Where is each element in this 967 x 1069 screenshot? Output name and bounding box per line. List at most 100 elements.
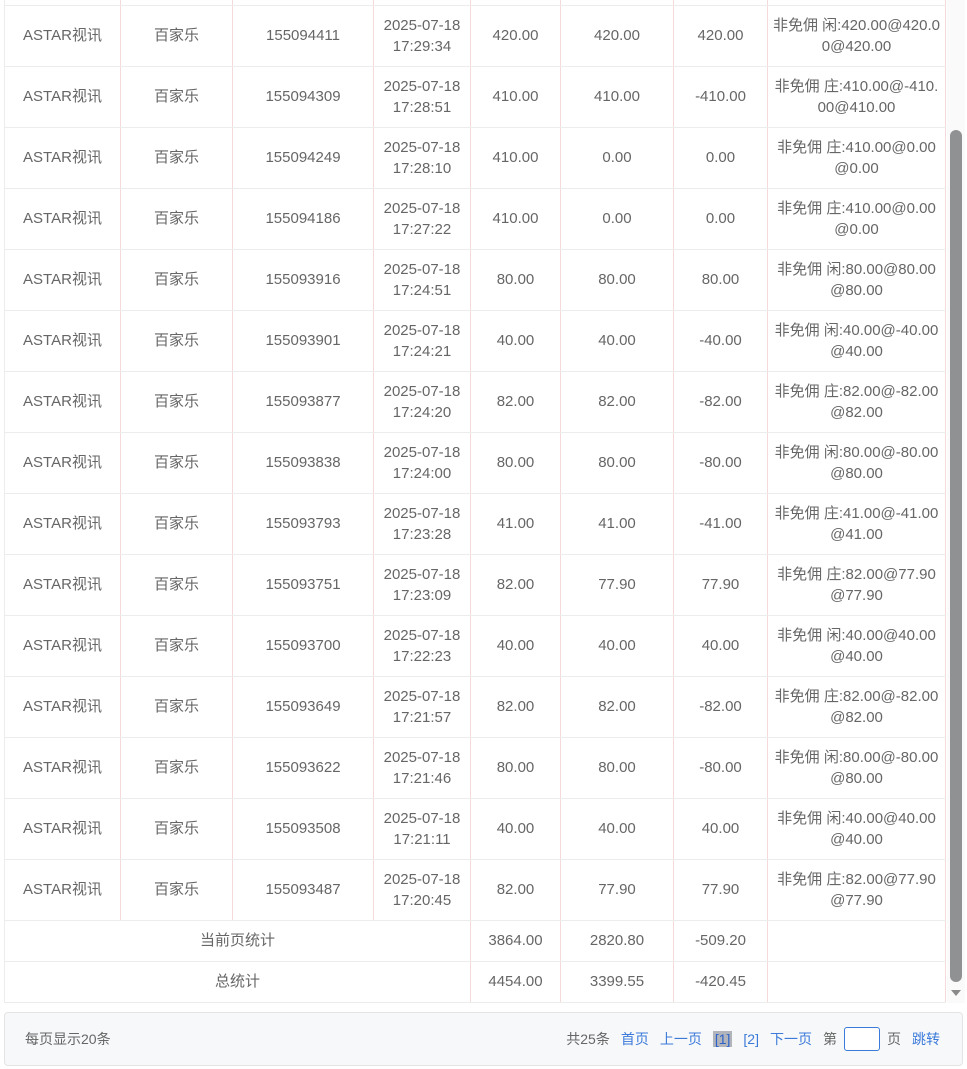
cell-order-number: 155093508 (232, 798, 374, 860)
cell-platform: ASTAR视讯 (4, 310, 121, 372)
cell-bet-detail: 非免佣 闲:80.00@-80.00@80.00 (767, 432, 946, 494)
total-summary-bet-amount: 4454.00 (470, 961, 561, 1003)
cell-valid-amount: 40.00 (560, 615, 674, 677)
cell-bet-amount: 40.00 (470, 798, 561, 860)
total-summary-label: 总统计 (4, 961, 471, 1003)
cell-bet-time: 2025-07-18 17:28:51 (373, 66, 471, 128)
page-number-2[interactable]: [2] (743, 1031, 759, 1047)
cell-win-loss: 0.00 (673, 127, 768, 189)
cell-valid-amount: 410.00 (560, 66, 674, 128)
table-row: ASTAR视讯 百家乐 155093751 2025-07-18 17:23:0… (4, 554, 946, 616)
cell-platform: ASTAR视讯 (4, 371, 121, 433)
cell-win-loss: 420.00 (673, 5, 768, 67)
cell-game: 百家乐 (120, 859, 233, 921)
cell-valid-amount: 80.00 (560, 737, 674, 799)
cell-bet-detail: 非免佣 庄:41.00@-41.00@41.00 (767, 493, 946, 555)
cell-bet-detail: 非免佣 闲:80.00@-80.00@80.00 (767, 737, 946, 799)
cell-bet-detail: 非免佣 闲:40.00@40.00@40.00 (767, 798, 946, 860)
cell-valid-amount: 80.00 (560, 432, 674, 494)
cell-game: 百家乐 (120, 371, 233, 433)
cell-order-number: 155093901 (232, 310, 374, 372)
cell-valid-amount: 77.90 (560, 554, 674, 616)
cell-game: 百家乐 (120, 737, 233, 799)
page-number-1-current[interactable]: [1] (712, 1031, 733, 1047)
table-row: ASTAR视讯 百家乐 155093838 2025-07-18 17:24:0… (4, 432, 946, 494)
cell-bet-time: 2025-07-18 17:27:22 (373, 188, 471, 250)
cell-order-number: 155094249 (232, 127, 374, 189)
cell-order-number: 155093649 (232, 676, 374, 738)
cell-win-loss: -80.00 (673, 432, 768, 494)
cell-platform: ASTAR视讯 (4, 493, 121, 555)
cell-bet-time: 2025-07-18 17:22:23 (373, 615, 471, 677)
cell-win-loss: 0.00 (673, 188, 768, 250)
first-page-link[interactable]: 首页 (620, 1031, 649, 1047)
pagination-footer-bar: 每页显示20条 共25条 首页 上一页 [1] [2] 下一页 第 页 跳转 (4, 1012, 963, 1066)
table-row: ASTAR视讯 百家乐 155094309 2025-07-18 17:28:5… (4, 66, 946, 128)
page-jump-input[interactable] (844, 1027, 880, 1051)
page-summary-detail-empty (767, 920, 946, 962)
cell-bet-detail: 非免佣 庄:82.00@77.90@77.90 (767, 554, 946, 616)
cell-order-number: 155094309 (232, 66, 374, 128)
cell-win-loss: 77.90 (673, 859, 768, 921)
cell-platform: ASTAR视讯 (4, 798, 121, 860)
cell-bet-time: 2025-07-18 17:24:00 (373, 432, 471, 494)
table-row: ASTAR视讯 百家乐 155094249 2025-07-18 17:28:1… (4, 127, 946, 189)
vertical-scrollbar-track[interactable] (947, 0, 965, 1003)
total-summary-valid-amount: 3399.55 (560, 961, 674, 1003)
cell-bet-time: 2025-07-18 17:24:21 (373, 310, 471, 372)
page-summary-label: 当前页统计 (4, 920, 471, 962)
table-row: ASTAR视讯 百家乐 155094411 2025-07-18 17:29:3… (4, 5, 946, 67)
total-count-label: 共25条 (566, 1031, 610, 1047)
per-page-label: 每页显示20条 (25, 1031, 111, 1047)
cell-win-loss: -40.00 (673, 310, 768, 372)
cell-valid-amount: 40.00 (560, 310, 674, 372)
cell-bet-detail: 非免佣 庄:410.00@-410.00@410.00 (767, 66, 946, 128)
cell-platform: ASTAR视讯 (4, 737, 121, 799)
cell-bet-amount: 82.00 (470, 676, 561, 738)
next-page-link[interactable]: 下一页 (770, 1031, 812, 1047)
cell-bet-detail: 非免佣 闲:80.00@80.00@80.00 (767, 249, 946, 311)
cell-bet-detail: 非免佣 庄:82.00@-82.00@82.00 (767, 371, 946, 433)
cell-bet-amount: 82.00 (470, 371, 561, 433)
cell-game: 百家乐 (120, 127, 233, 189)
cell-bet-detail: 非免佣 闲:420.00@420.00@420.00 (767, 5, 946, 67)
cell-win-loss: -82.00 (673, 676, 768, 738)
cell-bet-detail: 非免佣 庄:410.00@0.00@0.00 (767, 188, 946, 250)
cell-bet-amount: 82.00 (470, 554, 561, 616)
cell-bet-amount: 40.00 (470, 615, 561, 677)
cell-bet-amount: 40.00 (470, 310, 561, 372)
cell-bet-time: 2025-07-18 17:21:57 (373, 676, 471, 738)
scrollbar-thumb[interactable] (950, 130, 962, 982)
cell-game: 百家乐 (120, 5, 233, 67)
cell-order-number: 155093877 (232, 371, 374, 433)
cell-valid-amount: 420.00 (560, 5, 674, 67)
cell-bet-detail: 非免佣 闲:40.00@-40.00@40.00 (767, 310, 946, 372)
cell-bet-detail: 非免佣 庄:82.00@-82.00@82.00 (767, 676, 946, 738)
cell-game: 百家乐 (120, 249, 233, 311)
cell-bet-amount: 410.00 (470, 66, 561, 128)
cell-bet-detail: 非免佣 庄:82.00@77.90@77.90 (767, 859, 946, 921)
prev-page-link[interactable]: 上一页 (659, 1031, 702, 1047)
cell-order-number: 155093622 (232, 737, 374, 799)
cell-game: 百家乐 (120, 310, 233, 372)
cell-bet-time: 2025-07-18 17:28:10 (373, 127, 471, 189)
cell-platform: ASTAR视讯 (4, 249, 121, 311)
total-summary-detail-empty (767, 961, 946, 1003)
cell-bet-time: 2025-07-18 17:24:51 (373, 249, 471, 311)
cell-bet-amount: 410.00 (470, 188, 561, 250)
scrollbar-down-arrow-icon[interactable] (951, 990, 961, 996)
page-summary-valid-amount: 2820.80 (560, 920, 674, 962)
cell-bet-amount: 80.00 (470, 249, 561, 311)
cell-valid-amount: 0.00 (560, 188, 674, 250)
cell-bet-detail: 非免佣 庄:410.00@0.00@0.00 (767, 127, 946, 189)
cell-valid-amount: 77.90 (560, 859, 674, 921)
cell-valid-amount: 82.00 (560, 676, 674, 738)
pagination: 共25条 首页 上一页 [1] [2] 下一页 第 页 跳转 (566, 1027, 940, 1051)
cell-win-loss: 40.00 (673, 615, 768, 677)
jump-action-link[interactable]: 跳转 (912, 1031, 940, 1047)
table-body: ASTAR视讯 百家乐 155094411 2025-07-18 17:29:3… (4, 5, 946, 921)
betting-records-table: ASTAR视讯 百家乐 155094411 2025-07-18 17:29:3… (4, 0, 946, 1003)
cell-game: 百家乐 (120, 615, 233, 677)
cell-platform: ASTAR视讯 (4, 127, 121, 189)
cell-win-loss: -410.00 (673, 66, 768, 128)
